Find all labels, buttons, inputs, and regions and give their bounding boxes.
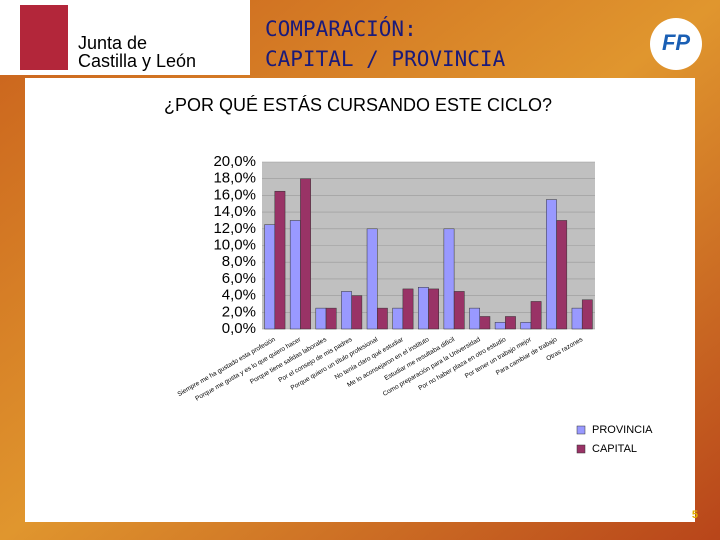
logo-text: Junta de <box>78 33 147 53</box>
y-tick-label: 10,0% <box>213 236 256 253</box>
bar <box>581 299 593 330</box>
bar <box>443 228 455 330</box>
y-tick-label: 2,0% <box>222 303 256 320</box>
bar <box>264 224 276 330</box>
bar <box>351 295 363 330</box>
badge <box>650 18 702 70</box>
bar <box>300 178 311 330</box>
bar <box>428 288 439 330</box>
bar <box>546 199 557 330</box>
bar <box>325 307 337 330</box>
bar <box>520 322 532 330</box>
y-tick-label: 6,0% <box>222 270 256 287</box>
slide-title: CAPITAL / PROVINCIA <box>265 47 506 71</box>
bar <box>453 291 465 330</box>
bar <box>494 322 506 330</box>
bar <box>530 301 542 330</box>
page-number: 5 <box>692 509 698 521</box>
chart-title: ¿POR QUÉ ESTÁS CURSANDO ESTE CICLO? <box>164 95 552 115</box>
legend-swatch <box>576 425 586 435</box>
bar <box>341 291 352 330</box>
legend-swatch <box>576 444 586 454</box>
bar <box>505 316 516 330</box>
bar <box>392 307 404 330</box>
legend-label: CAPITAL <box>592 443 637 455</box>
y-tick-label: 20,0% <box>213 153 256 170</box>
y-tick-label: 0,0% <box>222 320 256 337</box>
slide-title: COMPARACIÓN: <box>265 16 417 41</box>
legend-label: PROVINCIA <box>592 424 653 436</box>
y-tick-label: 12,0% <box>213 220 256 237</box>
bar <box>556 220 568 330</box>
bar <box>366 228 378 330</box>
y-tick-label: 18,0% <box>213 170 256 187</box>
coat-of-arms <box>20 5 68 70</box>
logo-text: Castilla y León <box>78 51 196 71</box>
y-tick-label: 16,0% <box>213 186 256 203</box>
bar <box>418 287 429 330</box>
y-tick-label: 8,0% <box>222 253 256 270</box>
bar <box>402 288 414 330</box>
y-tick-label: 4,0% <box>222 287 256 304</box>
y-tick-label: 14,0% <box>213 203 256 220</box>
bar <box>289 220 301 330</box>
bar <box>571 307 583 330</box>
badge-text: FP <box>662 30 690 55</box>
bar <box>469 307 480 330</box>
bar <box>479 316 491 330</box>
bar <box>274 190 286 330</box>
bar <box>315 307 327 330</box>
bar <box>377 307 388 330</box>
